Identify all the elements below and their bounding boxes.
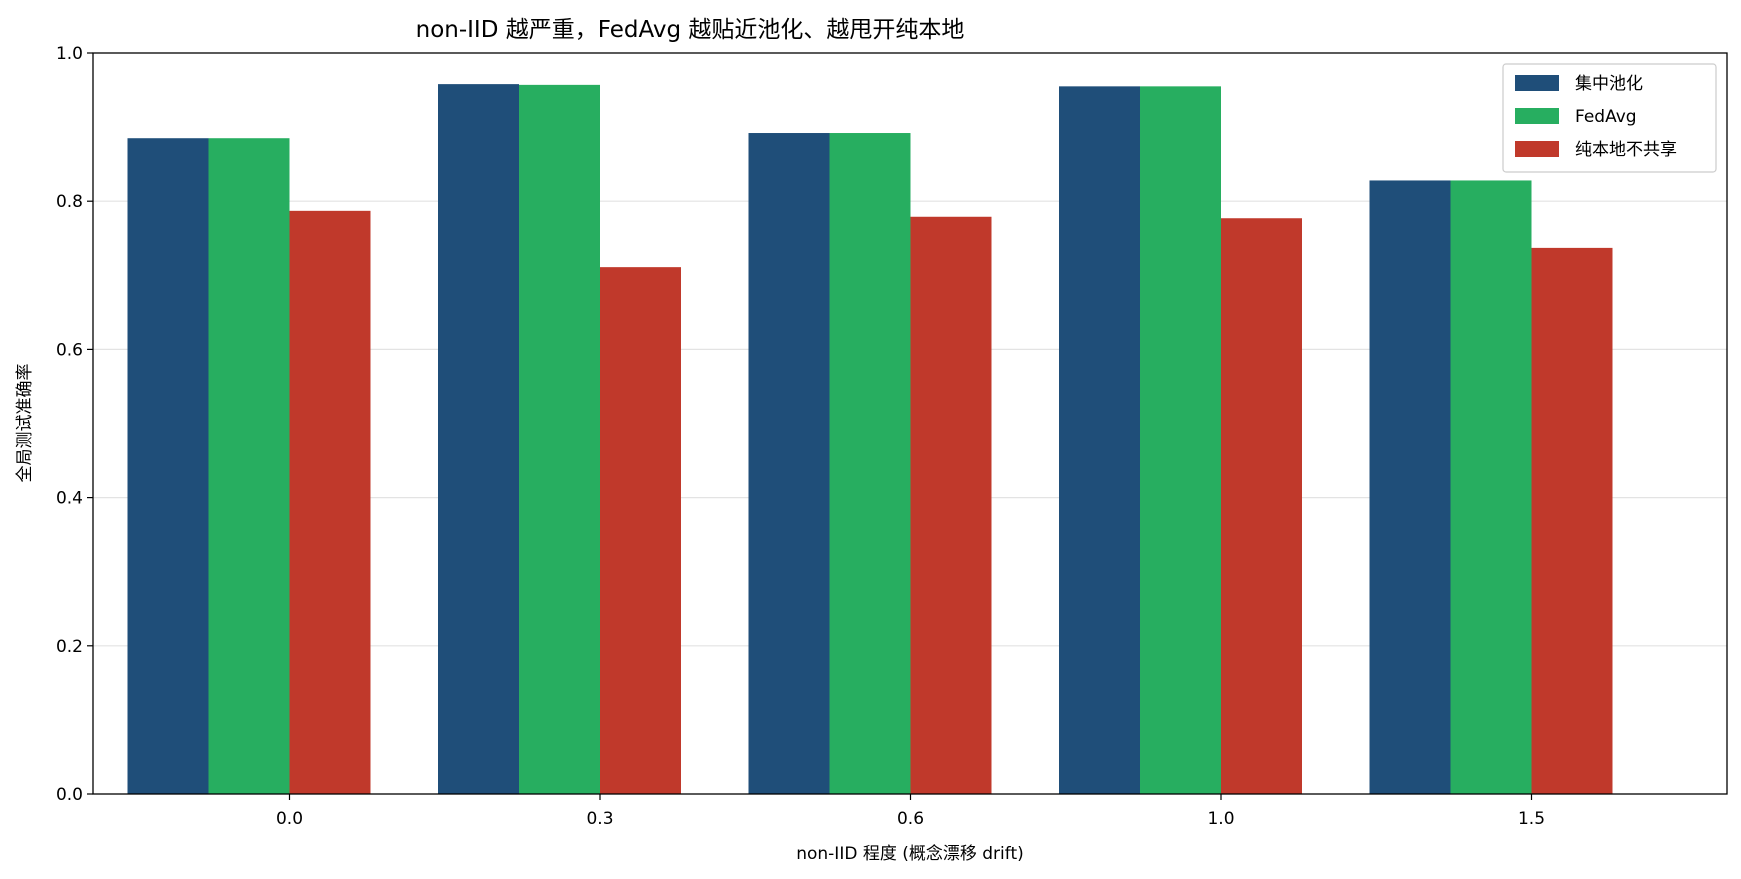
x-tick-label: 1.5 xyxy=(1518,809,1545,829)
bar xyxy=(910,216,992,795)
legend-label: FedAvg xyxy=(1575,107,1637,127)
bar xyxy=(1140,86,1221,795)
bar xyxy=(1450,180,1532,794)
bar xyxy=(208,138,290,795)
x-tick-label: 1.0 xyxy=(1207,809,1234,829)
bar xyxy=(748,133,830,794)
bar xyxy=(127,138,209,795)
x-axis-label: non-IID 程度 (概念漂移 drift) xyxy=(796,843,1024,864)
bar xyxy=(1531,247,1613,794)
y-tick-label: 1.0 xyxy=(56,44,83,64)
legend-label: 纯本地不共享 xyxy=(1575,140,1677,160)
legend-label: 集中池化 xyxy=(1575,74,1643,94)
bars xyxy=(127,84,1613,795)
legend: 集中池化 FedAvg 纯本地不共享 xyxy=(1502,63,1717,173)
bar xyxy=(438,84,519,794)
y-tick-label: 0.2 xyxy=(56,637,83,657)
y-tick-label: 0.0 xyxy=(56,785,83,805)
legend-swatch xyxy=(1515,75,1559,91)
y-tick-label: 0.8 xyxy=(56,192,83,212)
chart-title: non-IID 越严重，FedAvg 越贴近池化、越甩开纯本地 xyxy=(416,17,965,43)
x-tick-label: 0.3 xyxy=(586,809,613,829)
bar xyxy=(289,210,371,794)
y-axis: 0.0 0.2 0.4 0.6 0.8 1.0 xyxy=(56,44,93,805)
bar xyxy=(829,133,911,794)
y-axis-label: 全局测试准确率 xyxy=(15,364,35,483)
y-tick-label: 0.6 xyxy=(56,340,83,360)
x-tick-label: 0.0 xyxy=(276,809,303,829)
x-axis: 0.0 0.3 0.6 1.0 1.5 xyxy=(276,794,1545,829)
bar xyxy=(1369,180,1451,794)
bar xyxy=(519,84,600,795)
bar xyxy=(600,267,681,794)
bar xyxy=(1221,218,1302,795)
bar xyxy=(1059,86,1140,795)
legend-swatch xyxy=(1515,108,1559,124)
x-tick-label: 0.6 xyxy=(897,809,924,829)
legend-swatch xyxy=(1515,141,1559,157)
y-tick-label: 0.4 xyxy=(56,489,83,509)
